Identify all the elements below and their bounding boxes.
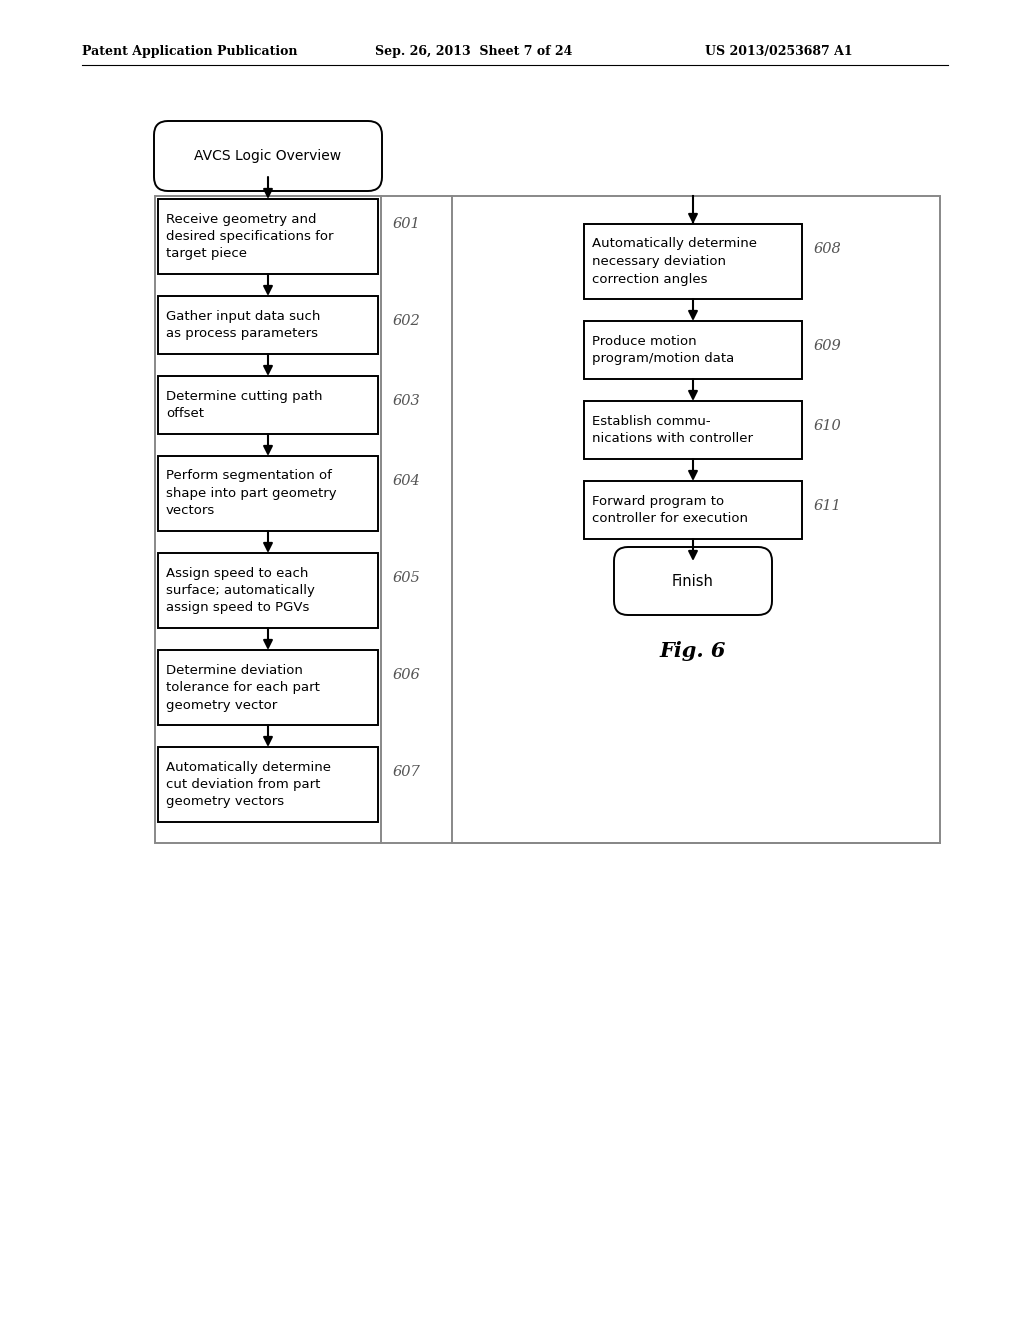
Text: Establish commu-
nications with controller: Establish commu- nications with controll… [592,414,753,445]
Text: 603: 603 [393,393,421,408]
Text: 601: 601 [393,216,421,231]
Text: US 2013/0253687 A1: US 2013/0253687 A1 [705,45,853,58]
Bar [158,199,378,275]
FancyBboxPatch shape [614,546,772,615]
Text: 606: 606 [393,668,421,682]
Text: Receive geometry and
desired specifications for
target piece: Receive geometry and desired specificati… [166,213,334,260]
Bar [158,553,378,628]
Bar [155,195,381,843]
Text: 602: 602 [393,314,421,327]
Text: Forward program to
controller for execution: Forward program to controller for execut… [592,495,748,525]
Text: 604: 604 [393,474,421,488]
Bar [158,455,378,531]
Bar [452,195,940,843]
Bar [584,224,802,300]
Text: Gather input data such
as process parameters: Gather input data such as process parame… [166,310,321,341]
Text: 607: 607 [393,766,421,779]
Bar [158,296,378,354]
Text: Perform segmentation of
shape into part geometry
vectors: Perform segmentation of shape into part … [166,470,337,517]
Bar [584,480,802,539]
Text: Assign speed to each
surface; automatically
assign speed to PGVs: Assign speed to each surface; automatica… [166,566,314,615]
Text: Produce motion
program/motion data: Produce motion program/motion data [592,335,734,366]
Text: Sep. 26, 2013  Sheet 7 of 24: Sep. 26, 2013 Sheet 7 of 24 [375,45,572,58]
Text: AVCS Logic Overview: AVCS Logic Overview [195,149,342,162]
Text: Finish: Finish [672,573,714,589]
Text: Patent Application Publication: Patent Application Publication [82,45,298,58]
Text: 611: 611 [814,499,842,513]
Bar [584,321,802,379]
Text: Automatically determine
cut deviation from part
geometry vectors: Automatically determine cut deviation fr… [166,760,331,808]
Text: 605: 605 [393,572,421,585]
Text: 609: 609 [814,339,842,352]
Text: 610: 610 [814,418,842,433]
Bar [158,376,378,434]
FancyBboxPatch shape [154,121,382,191]
Text: Automatically determine
necessary deviation
correction angles: Automatically determine necessary deviat… [592,238,757,285]
Bar [584,401,802,459]
Text: Determine cutting path
offset: Determine cutting path offset [166,389,323,420]
Bar [158,747,378,822]
Bar [158,649,378,725]
Text: 608: 608 [814,242,842,256]
Text: Determine deviation
tolerance for each part
geometry vector: Determine deviation tolerance for each p… [166,664,319,711]
Text: Fig. 6: Fig. 6 [659,642,726,661]
